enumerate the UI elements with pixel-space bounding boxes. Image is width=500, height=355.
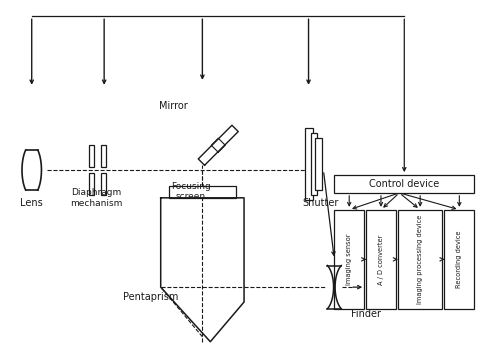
Text: Pentaprism: Pentaprism [123, 292, 178, 302]
Text: Focusing
screen: Focusing screen [170, 182, 210, 201]
Bar [366, 210, 396, 309]
Text: A / D converter: A / D converter [378, 234, 384, 285]
Text: Finder: Finder [351, 309, 381, 319]
Text: Imaging processing device: Imaging processing device [417, 215, 423, 304]
Bar [334, 175, 474, 193]
Text: Recording device: Recording device [456, 231, 462, 288]
Text: Diaphragm
mechanism: Diaphragm mechanism [70, 189, 122, 208]
Bar [316, 138, 322, 190]
Bar [168, 186, 236, 198]
Text: Mirror: Mirror [159, 100, 188, 111]
Bar [334, 210, 364, 309]
Bar [101, 145, 106, 167]
Bar [310, 133, 318, 195]
Text: Imaging sensor: Imaging sensor [346, 234, 352, 285]
Bar [90, 173, 94, 195]
Text: Lens: Lens [20, 198, 43, 208]
Bar [398, 210, 442, 309]
Text: Shutter: Shutter [302, 198, 339, 208]
Text: Control device: Control device [369, 179, 440, 189]
Bar [304, 129, 312, 200]
Bar [90, 145, 94, 167]
Bar [444, 210, 474, 309]
Bar [101, 173, 106, 195]
